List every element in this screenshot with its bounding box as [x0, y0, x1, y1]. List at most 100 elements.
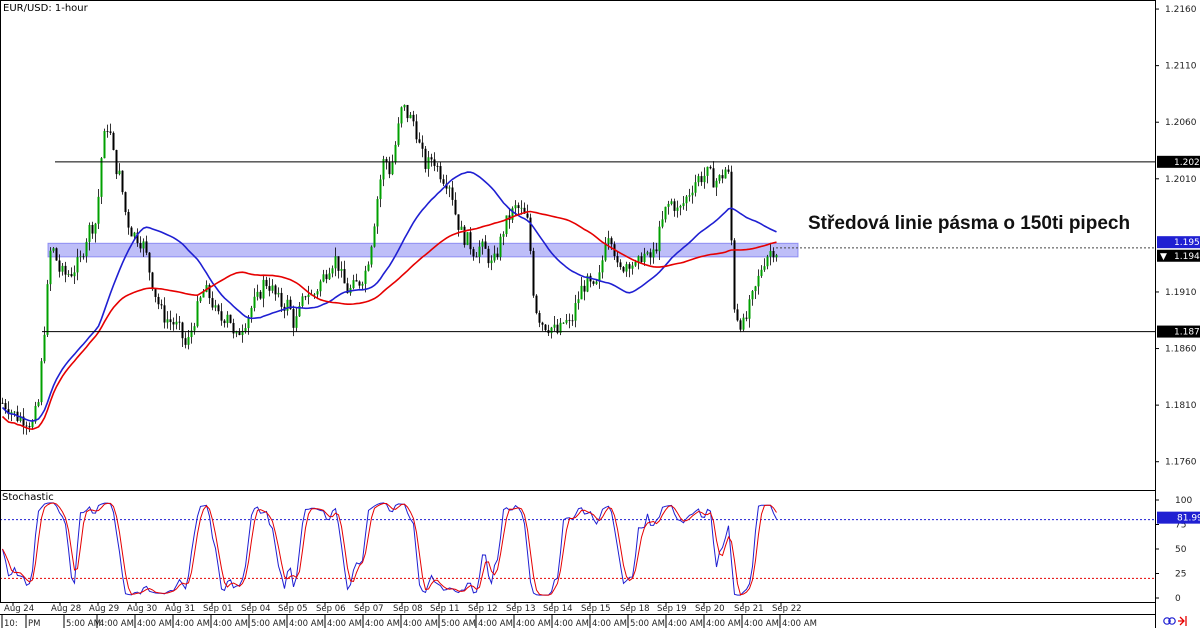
candle-body	[316, 291, 319, 295]
candle-body	[487, 248, 490, 264]
candle-body	[370, 246, 373, 265]
candle-body	[25, 425, 28, 427]
candle-body	[577, 299, 580, 304]
candle-body	[580, 285, 583, 300]
candle-body	[88, 224, 91, 242]
time-tick-label: 4:00 AM	[782, 619, 817, 628]
candle-body	[325, 274, 328, 280]
candle-body	[10, 412, 13, 415]
candles	[1, 104, 778, 435]
candle-body	[295, 316, 298, 328]
candle-body	[766, 256, 769, 267]
candle-body	[154, 289, 157, 297]
candle-body	[484, 241, 487, 249]
candle-body	[271, 285, 274, 291]
candle-body	[745, 317, 748, 319]
candle-body	[352, 280, 355, 289]
candle-body	[403, 104, 406, 108]
link-icon[interactable]	[1163, 617, 1176, 625]
osc-tick-label: 75	[1175, 521, 1186, 531]
candle-body	[319, 281, 322, 292]
candle-body	[307, 294, 310, 297]
osc-value-badge	[1157, 511, 1200, 524]
candle-body	[535, 295, 538, 314]
price-badge-label: 1.1954	[1174, 238, 1200, 248]
date-tick-label: Aug 31	[165, 604, 195, 614]
candle-body	[391, 162, 394, 175]
candle-body	[46, 284, 49, 335]
price-tick-label: 1.2110	[1165, 62, 1197, 72]
candle-body	[184, 338, 187, 345]
candle-body	[118, 170, 121, 175]
candle-body	[457, 214, 460, 230]
candle-body	[673, 201, 676, 211]
candle-body	[445, 183, 448, 189]
candle-body	[706, 166, 709, 176]
candle-body	[166, 319, 169, 323]
candle-body	[574, 303, 577, 321]
time-tick-label: 4:00 AM	[327, 619, 362, 628]
price-badge-marker: ▼	[1160, 252, 1167, 262]
candle-body	[385, 159, 388, 163]
candle-body	[772, 251, 775, 258]
candle-body	[625, 264, 628, 272]
candle-body	[478, 246, 481, 257]
candle-body	[499, 236, 502, 258]
candle-body	[415, 121, 418, 140]
candle-body	[682, 203, 685, 206]
candle-body	[775, 255, 778, 258]
candle-body	[559, 322, 562, 333]
candle-body	[49, 250, 52, 285]
candle-body	[223, 320, 226, 324]
time-tick-label: 5:00 AM	[630, 619, 665, 628]
date-tick-label: Sep 13	[506, 604, 536, 614]
candle-body	[55, 248, 58, 261]
candle-body	[418, 139, 421, 143]
candle-body	[727, 169, 730, 172]
candle-body	[247, 317, 250, 329]
candle-body	[100, 158, 103, 197]
candle-body	[703, 175, 706, 183]
candle-body	[346, 283, 349, 294]
candle-body	[496, 253, 499, 258]
moving-average-line	[1, 171, 777, 422]
time-tick-label: PM	[28, 619, 40, 628]
time-tick-label: 4:00 AM	[554, 619, 589, 628]
candle-body	[670, 201, 673, 204]
date-tick-label: Sep 14	[543, 604, 573, 614]
candle-body	[208, 285, 211, 299]
candle-body	[730, 171, 733, 241]
candle-body	[43, 334, 46, 362]
candle-body	[406, 104, 409, 119]
candle-body	[376, 199, 379, 227]
candle-body	[676, 207, 679, 211]
level-badge-label: 1.2025	[1174, 158, 1200, 168]
candle-body	[598, 272, 601, 282]
jump-to-latest-icon[interactable]	[1178, 616, 1187, 626]
candle-body	[235, 331, 238, 334]
candle-body	[436, 165, 439, 167]
date-tick-label: Sep 12	[468, 604, 498, 614]
candle-body	[430, 157, 433, 160]
candle-body	[658, 226, 661, 252]
candle-body	[643, 253, 646, 263]
candle-body	[94, 223, 97, 234]
candle-body	[619, 262, 622, 268]
price-tick-label: 1.2010	[1165, 175, 1197, 185]
candle-body	[412, 114, 415, 122]
candle-body	[274, 285, 277, 295]
candle-body	[718, 175, 721, 181]
candle-body	[709, 166, 712, 169]
time-tick-label: 4:00 AM	[365, 619, 400, 628]
date-tick-label: Sep 01	[203, 604, 233, 614]
candle-body	[475, 256, 478, 258]
time-tick-label: 4:00 AM	[289, 619, 324, 628]
candle-body	[526, 213, 529, 218]
level-badge	[1157, 155, 1200, 168]
candle-body	[544, 324, 547, 331]
candle-body	[262, 279, 265, 299]
date-tick-label: Sep 22	[772, 604, 802, 614]
price-badge-label: 1.1942	[1174, 252, 1200, 262]
candle-body	[178, 321, 181, 323]
time-tick-label: 4:00 AM	[213, 619, 248, 628]
